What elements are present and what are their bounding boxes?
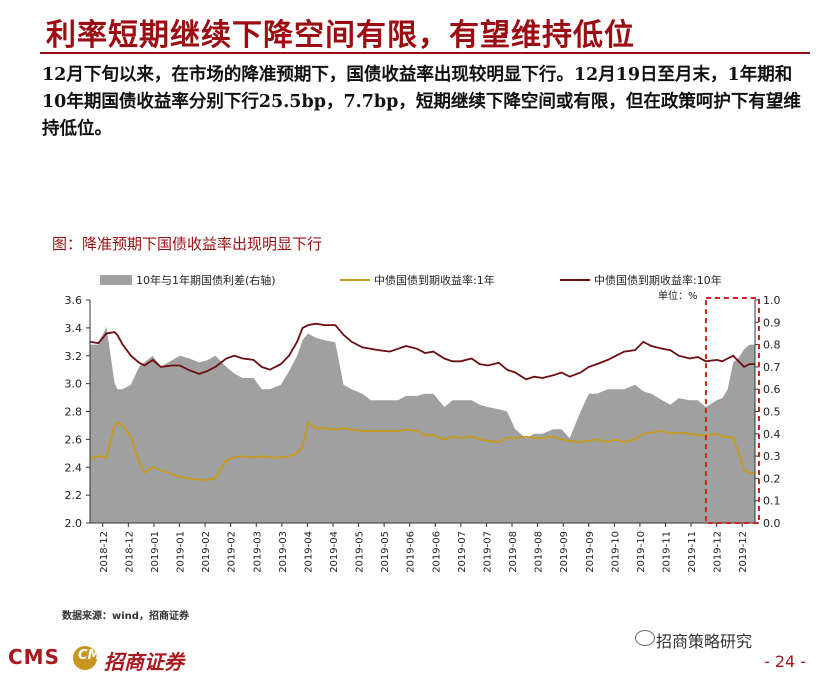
x-tick-label: 2019-02 xyxy=(201,531,212,573)
x-tick-label: 2019-01 xyxy=(176,531,187,573)
x-tick-label: 2019-01 xyxy=(150,531,161,573)
left-tick-label: 3.0 xyxy=(65,378,83,391)
left-tick-label: 2.0 xyxy=(65,517,83,530)
x-tick-label: 2019-10 xyxy=(610,531,621,573)
brand-mark-icon xyxy=(73,646,97,670)
x-tick-label: 2019-09 xyxy=(559,531,570,573)
x-tick-label: 2019-11 xyxy=(661,531,672,573)
legend-label-1y: 中债国债到期收益率:1年 xyxy=(374,273,495,287)
right-tick-label: 0.8 xyxy=(763,339,781,352)
right-tick-label: 0.0 xyxy=(763,517,781,530)
x-tick-label: 2018-12 xyxy=(124,531,135,573)
legend-swatch-spread xyxy=(100,275,132,285)
brand-name: 招商证券 xyxy=(104,650,184,674)
legend-label-spread: 10年与1年期国债利差(右轴) xyxy=(136,273,276,287)
highlight-box xyxy=(704,297,761,524)
right-tick-label: 0.7 xyxy=(763,361,781,374)
page-number: - 24 - xyxy=(764,652,807,671)
left-tick-label: 2.6 xyxy=(65,433,83,446)
x-tick-label: 2019-07 xyxy=(482,531,493,573)
left-tick-label: 3.4 xyxy=(65,322,83,335)
x-tick-label: 2018-12 xyxy=(99,531,110,573)
x-tick-label: 2019-07 xyxy=(457,531,468,573)
x-tick-label: 2019-04 xyxy=(329,531,340,573)
right-tick-label: 0.6 xyxy=(763,383,781,396)
yield-1y-line xyxy=(89,421,755,481)
x-tick-label: 2019-06 xyxy=(406,531,417,573)
wechat-account: 招商策略研究 xyxy=(656,632,753,651)
yield-chart: 10年与1年期国债利差(右轴) 中债国债到期收益率:1年 中债国债到期收益率:10年… xyxy=(65,273,781,573)
chart-panel: 10年与1年期国债利差(右轴) 中债国债到期收益率:1年 中债国债到期收益率:10年… xyxy=(40,228,812,604)
x-tick-label: 2019-08 xyxy=(534,531,545,573)
x-tick-label: 2019-11 xyxy=(687,531,698,573)
brand-logo-text: CMS xyxy=(8,645,60,669)
x-tick-label: 2019-02 xyxy=(227,531,238,573)
left-tick-label: 2.4 xyxy=(65,461,83,474)
x-tick-label: 2019-09 xyxy=(585,531,596,573)
right-tick-label: 1.0 xyxy=(763,294,781,307)
x-tick-label: 2019-06 xyxy=(431,531,442,573)
brand-mark-text: CM xyxy=(78,648,101,663)
intro-paragraph: 12月下旬以来，在市场的降准预期下，国债收益率出现较明显下行。12月19日至月末… xyxy=(42,65,801,139)
right-tick-label: 0.5 xyxy=(763,406,781,419)
x-tick-label: 2019-12 xyxy=(738,531,749,573)
spread-area xyxy=(90,326,755,523)
wechat-icon xyxy=(635,630,655,646)
x-tick-label: 2019-05 xyxy=(355,531,366,573)
chart-label: 图：降准预期下国债收益率出现明显下行 xyxy=(52,235,323,253)
unit-label: 单位：% xyxy=(658,289,698,302)
right-tick-label: 0.1 xyxy=(763,495,781,508)
x-tick-label: 2019-03 xyxy=(278,531,289,573)
right-tick-label: 0.3 xyxy=(763,450,781,463)
x-tick-label: 2019-05 xyxy=(380,531,391,573)
title-rule xyxy=(40,52,810,54)
left-tick-label: 3.6 xyxy=(65,294,83,307)
right-tick-label: 0.2 xyxy=(763,472,781,485)
right-tick-label: 0.4 xyxy=(763,428,781,441)
right-tick-label: 0.9 xyxy=(763,316,781,329)
x-tick-label: 2019-03 xyxy=(252,531,263,573)
x-tick-label: 2019-08 xyxy=(508,531,519,573)
source-note: 数据来源：wind，招商证券 xyxy=(62,611,189,622)
left-tick-label: 2.8 xyxy=(65,406,83,419)
yield-10y-line xyxy=(89,322,755,381)
slide-title: 利率短期继续下降空间有限，有望维持低位 xyxy=(46,18,635,53)
legend-label-10y: 中债国债到期收益率:10年 xyxy=(594,273,722,287)
x-tick-label: 2019-12 xyxy=(713,531,724,573)
x-tick-label: 2019-10 xyxy=(636,531,647,573)
x-tick-label: 2019-04 xyxy=(303,531,314,573)
left-tick-label: 2.2 xyxy=(65,489,83,502)
left-tick-label: 3.2 xyxy=(65,350,83,363)
